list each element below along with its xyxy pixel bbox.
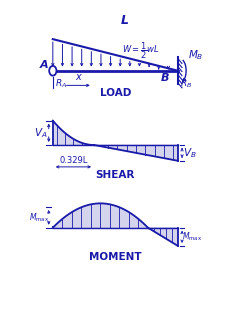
Text: $V_B$: $V_B$: [183, 146, 197, 160]
Text: $M_B$: $M_B$: [188, 48, 204, 62]
Polygon shape: [53, 204, 148, 228]
Text: A: A: [40, 60, 48, 70]
Text: LOAD: LOAD: [100, 88, 131, 98]
Polygon shape: [148, 228, 178, 246]
Text: $W = \dfrac{1}{2}wL$: $W = \dfrac{1}{2}wL$: [122, 40, 160, 60]
Polygon shape: [53, 121, 94, 145]
Polygon shape: [94, 145, 178, 161]
Text: $V_A$: $V_A$: [34, 126, 48, 140]
Text: SHEAR: SHEAR: [96, 170, 135, 180]
Text: 0.329L: 0.329L: [59, 156, 88, 165]
Text: x: x: [75, 72, 81, 82]
Text: $M_\mathrm{max}$: $M_\mathrm{max}$: [182, 231, 201, 243]
Text: MOMENT: MOMENT: [89, 252, 142, 262]
Circle shape: [49, 66, 56, 76]
Text: B: B: [160, 73, 169, 82]
Text: L: L: [121, 15, 128, 27]
Text: $R_B$: $R_B$: [180, 78, 192, 90]
Text: $R_A$: $R_A$: [55, 78, 67, 90]
Text: $M_\mathrm{max}$: $M_\mathrm{max}$: [29, 211, 49, 224]
